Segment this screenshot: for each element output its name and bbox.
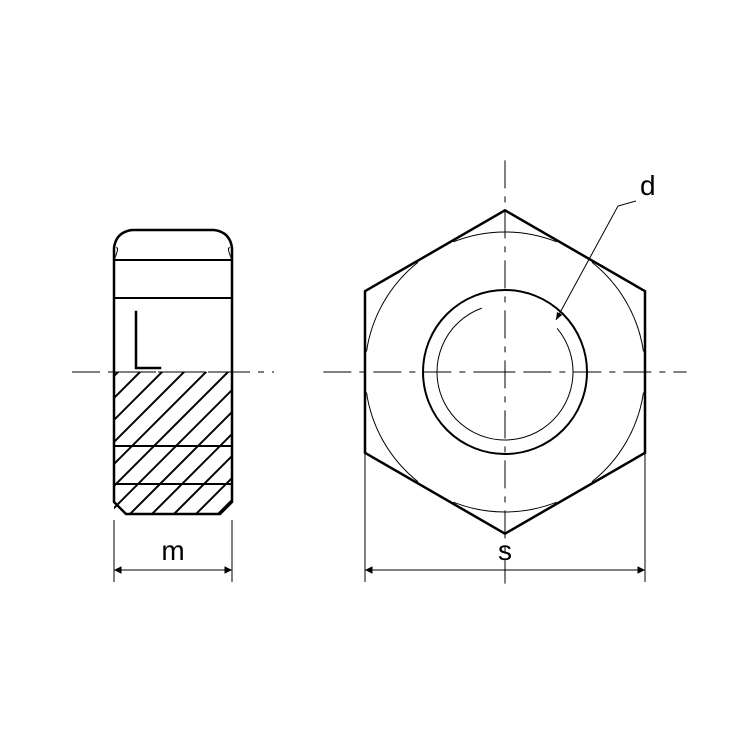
label-thickness: m xyxy=(161,535,184,566)
label-across-flats: s xyxy=(498,535,512,566)
label-thread-diameter: d xyxy=(640,170,656,201)
side-view: m xyxy=(0,230,386,582)
technical-drawing: m sd xyxy=(0,0,750,750)
front-view: sd xyxy=(323,160,686,583)
leader-d xyxy=(556,201,636,320)
